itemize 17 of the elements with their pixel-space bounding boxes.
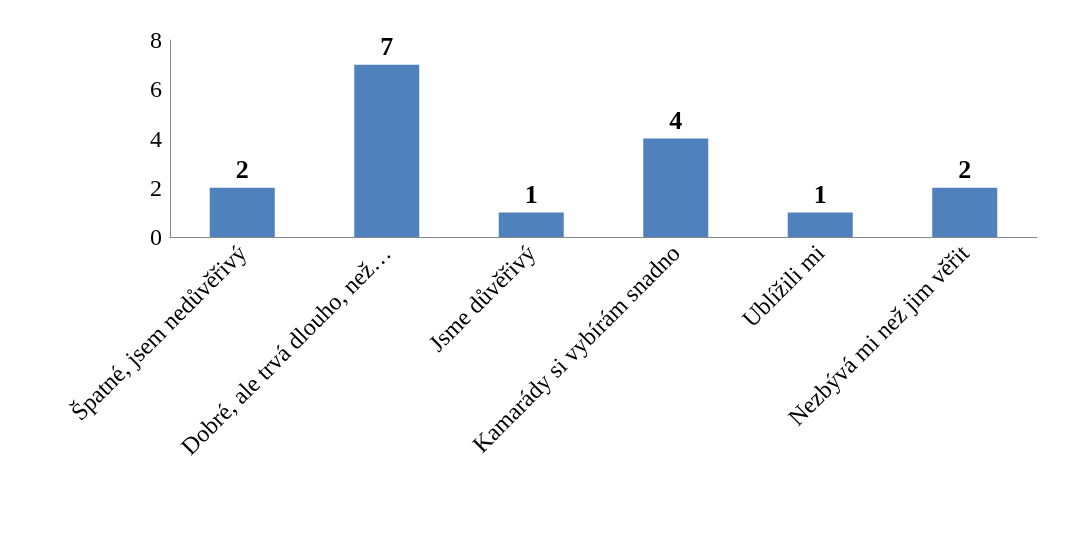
- data-label: 1: [813, 179, 827, 209]
- y-tick-label: 0: [150, 224, 162, 250]
- data-label: 2: [958, 155, 972, 185]
- bar: [354, 64, 420, 237]
- data-label: 2: [235, 155, 249, 185]
- bar: [209, 187, 275, 237]
- bar: [498, 212, 564, 237]
- y-tick-label: 6: [150, 76, 162, 103]
- data-label: 7: [380, 32, 394, 62]
- data-label: 1: [524, 179, 538, 209]
- data-label: 4: [669, 106, 683, 135]
- y-tick-label: 4: [150, 125, 162, 152]
- bar: [787, 212, 853, 237]
- bar: [643, 138, 709, 237]
- y-tick-label: 8: [150, 27, 162, 53]
- bar: [932, 187, 998, 237]
- y-tick-label: 2: [150, 174, 162, 201]
